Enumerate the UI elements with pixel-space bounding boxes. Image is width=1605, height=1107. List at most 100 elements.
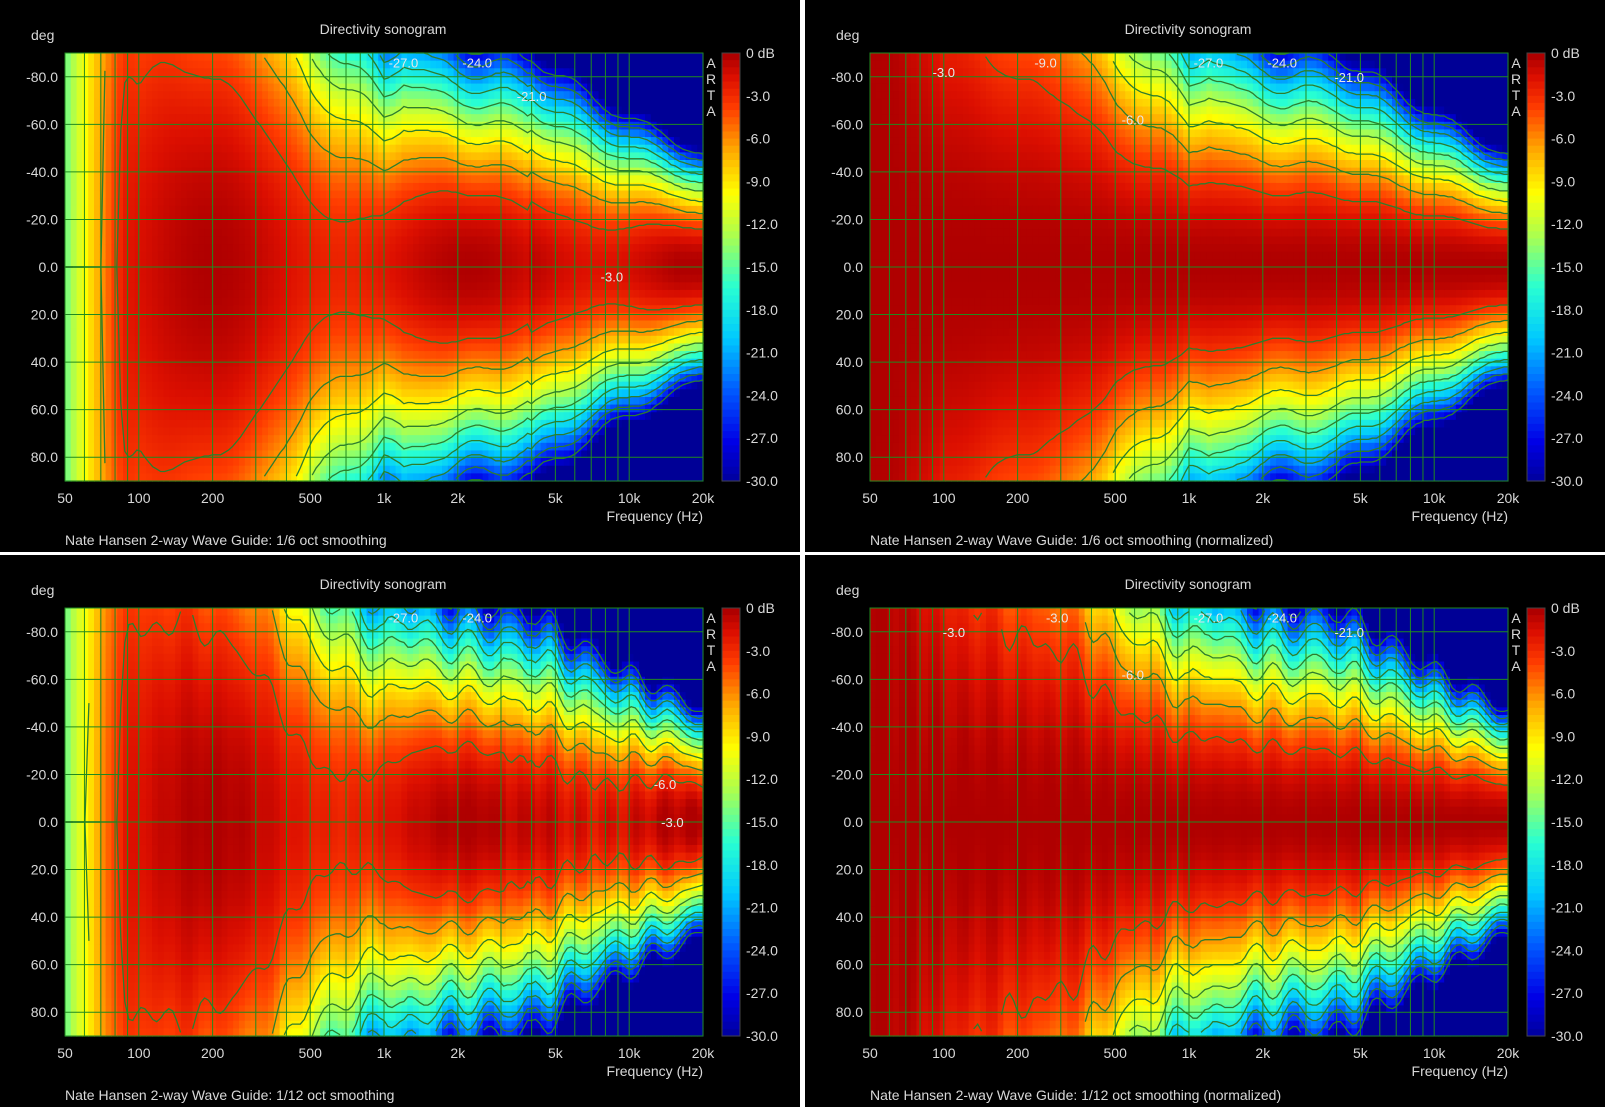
heatmap-cell <box>314 458 321 467</box>
heatmap-cell <box>424 427 431 436</box>
heatmap-cell <box>395 412 402 421</box>
heatmap-cell <box>204 312 211 322</box>
heatmap-cell <box>465 274 472 283</box>
heatmap-cell <box>227 182 234 192</box>
heatmap-cell <box>563 160 571 169</box>
heatmap-cell <box>146 114 153 123</box>
heatmap-cell <box>297 412 304 421</box>
heatmap-cell <box>221 175 228 184</box>
heatmap-cell <box>534 205 542 215</box>
heatmap-cell <box>128 244 136 253</box>
heatmap-cell <box>505 435 513 444</box>
heatmap-cell <box>459 213 466 222</box>
heatmap-cell <box>523 396 530 406</box>
heatmap-cell <box>349 282 356 291</box>
heatmap-cell <box>418 389 426 398</box>
heatmap-cell <box>424 75 431 85</box>
heatmap-cell <box>140 228 147 238</box>
heatmap-cell <box>105 320 112 329</box>
heatmap-cell <box>152 312 159 322</box>
heatmap-cell <box>389 465 397 474</box>
heatmap-cell <box>70 121 78 131</box>
heatmap-cell <box>204 152 211 161</box>
heatmap-cell <box>273 221 281 230</box>
heatmap-cell <box>575 259 582 268</box>
heatmap-cell <box>117 312 124 322</box>
heatmap-cell <box>250 419 257 429</box>
heatmap-cell <box>355 221 362 230</box>
heatmap-cell <box>76 381 83 390</box>
heatmap-cell <box>401 75 408 85</box>
heatmap-cell <box>442 389 449 398</box>
heatmap-cell <box>436 60 443 69</box>
heatmap-cell <box>349 381 356 390</box>
heatmap-cell <box>250 465 257 474</box>
heatmap-cell <box>534 389 542 398</box>
heatmap-cell <box>134 274 141 283</box>
heatmap-cell <box>227 396 234 406</box>
heatmap-cell <box>221 366 228 375</box>
heatmap-cell <box>186 435 194 444</box>
heatmap-cell <box>215 121 223 131</box>
heatmap-cell <box>163 144 170 153</box>
heatmap-cell <box>76 267 83 276</box>
heatmap-cell <box>384 244 391 253</box>
heatmap-cell <box>442 259 449 268</box>
heatmap-cell <box>511 358 518 367</box>
heatmap-cell <box>76 366 83 375</box>
heatmap-cell <box>563 351 571 360</box>
heatmap-cell <box>395 236 402 245</box>
heatmap-cell <box>302 228 310 238</box>
heatmap-cell <box>262 289 269 299</box>
heatmap-cell <box>262 106 269 115</box>
heatmap-cell <box>360 335 368 345</box>
heatmap-cell <box>256 182 263 192</box>
heatmap-cell <box>65 121 72 131</box>
heatmap-cell <box>505 267 513 276</box>
heatmap-cell <box>505 404 513 413</box>
heatmap-cell <box>430 427 437 436</box>
heatmap-cell <box>343 182 350 192</box>
heatmap-cell <box>378 396 385 406</box>
heatmap-cell <box>250 274 257 283</box>
heatmap-cell <box>308 289 315 299</box>
heatmap-cell <box>471 160 478 169</box>
heatmap-cell <box>523 274 530 283</box>
heatmap-cell <box>291 389 298 398</box>
heatmap-cell <box>146 435 153 444</box>
heatmap-cell <box>500 236 507 245</box>
heatmap-cell <box>140 106 147 115</box>
heatmap-cell <box>581 144 588 153</box>
heatmap-cell <box>343 68 350 77</box>
heatmap-cell <box>244 182 252 192</box>
heatmap-cell <box>65 435 72 444</box>
heatmap-cell <box>540 473 547 482</box>
heatmap-cell <box>308 144 315 153</box>
heatmap-cell <box>558 312 565 322</box>
heatmap-cell <box>181 374 188 383</box>
heatmap-cell <box>123 282 130 291</box>
heatmap-cell <box>314 427 321 436</box>
heatmap-cell <box>273 351 281 360</box>
heatmap-cell <box>320 458 327 467</box>
heatmap-cell <box>204 205 211 215</box>
heatmap-cell <box>186 53 194 62</box>
heatmap-cell <box>534 305 542 314</box>
heatmap-cell <box>169 137 176 146</box>
heatmap-cell <box>88 198 95 207</box>
heatmap-cell <box>146 358 153 367</box>
heatmap-cell <box>384 374 391 383</box>
heatmap-cell <box>268 190 275 199</box>
heatmap-cell <box>517 282 524 291</box>
heatmap-cell <box>192 106 199 115</box>
heatmap-cell <box>424 381 431 390</box>
heatmap-cell <box>337 152 344 161</box>
heatmap-cell <box>459 198 466 207</box>
heatmap-cell <box>233 427 240 436</box>
heatmap-cell <box>244 404 252 413</box>
heatmap-cell <box>117 442 124 452</box>
heatmap-cell <box>117 106 124 115</box>
heatmap-cell <box>436 351 443 360</box>
heatmap-cell <box>82 251 89 260</box>
heatmap-cell <box>314 213 321 222</box>
